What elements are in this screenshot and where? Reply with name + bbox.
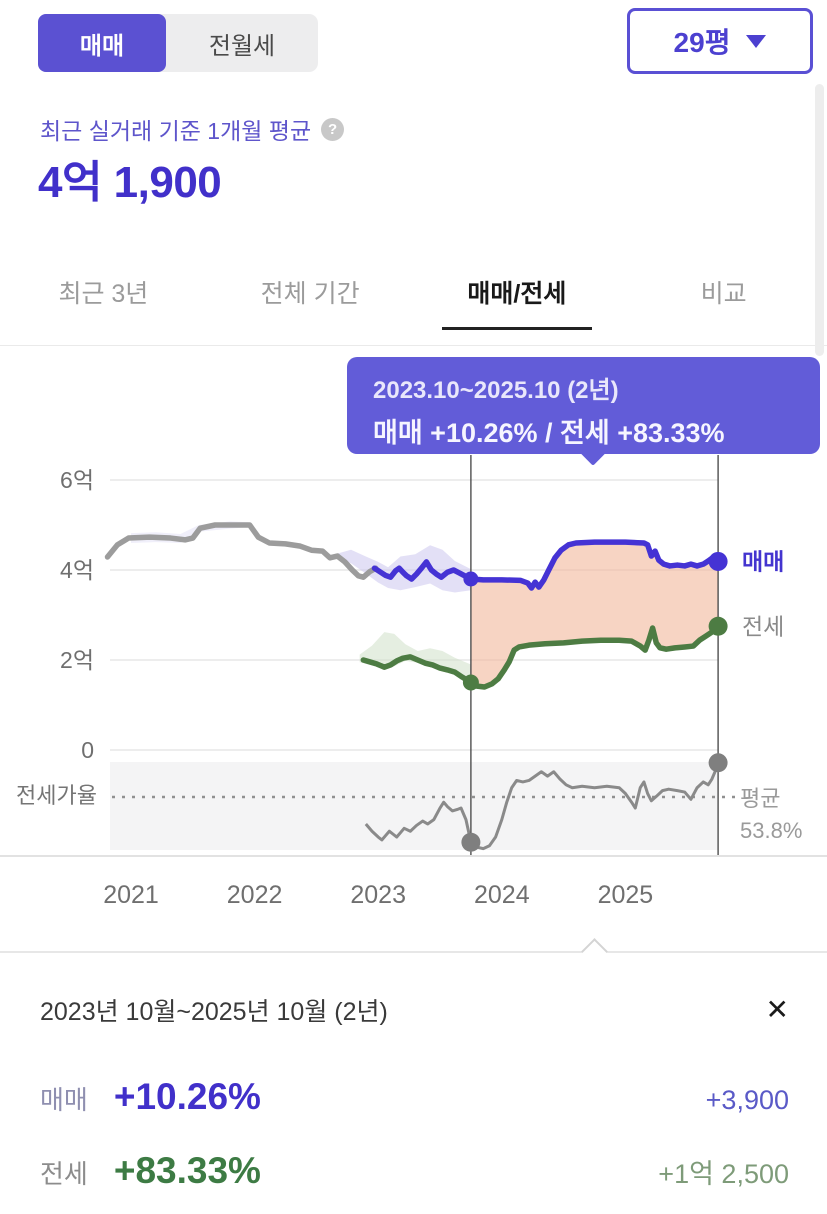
sale-row-label: 매매 xyxy=(40,1085,88,1115)
y-axis-tick-label: 2억 xyxy=(60,647,94,673)
toggle-option-rent[interactable]: 전월세 xyxy=(208,32,276,60)
jeonse-endpoint-dot xyxy=(708,616,728,636)
ratio-band-background xyxy=(110,762,718,850)
summary-panel: 2023년 10월~2025년 10월 (2년) ✕ 매매 +10.26% +3… xyxy=(40,992,789,1192)
summary-panel-divider xyxy=(0,951,827,953)
close-icon[interactable]: ✕ xyxy=(765,994,789,1025)
ratio-line xyxy=(364,762,720,851)
sale-change-percent: +10.26% xyxy=(113,1076,261,1117)
tooltip-change-text: 매매 +10.26% / 전세 +83.33% xyxy=(373,418,725,448)
jeonse-endpoint-dot xyxy=(462,674,479,691)
price-basis-label: 최근 실거래 기준 1개월 평균 xyxy=(40,118,312,144)
legend-jeonse-label: 전세 xyxy=(742,613,784,639)
x-axis-year-label: 2023 xyxy=(350,881,406,909)
y-axis-tick-label: 0 xyxy=(81,737,94,763)
ratio-average-label: 평균 xyxy=(740,786,780,811)
tooltip-range-text: 2023.10~2025.10 (2년) xyxy=(373,377,619,404)
active-tab-underline xyxy=(441,327,592,330)
summary-row-jeonse: 전세 +83.33% +1억 2,500 xyxy=(40,1150,789,1192)
ratio-endpoint-dot xyxy=(461,832,481,852)
sale-endpoint-dot xyxy=(708,551,728,571)
jeonse-change-amount: +1억 2,500 xyxy=(658,1159,789,1189)
help-icon[interactable]: ? xyxy=(321,117,345,141)
y-axis-tick-label: 6억 xyxy=(60,467,94,493)
x-axis-year-label: 2025 xyxy=(598,881,654,909)
summary-row-sale: 매매 +10.26% +3,900 xyxy=(40,1076,789,1118)
toggle-option-sale[interactable]: 매매 xyxy=(38,14,166,72)
x-axis-year-label: 2024 xyxy=(474,881,530,909)
y-axis-tick-label: 4억 xyxy=(60,557,94,583)
tab-recent-3y[interactable]: 최근 3년 xyxy=(58,280,149,308)
ratio-axis-label: 전세가율 xyxy=(16,783,97,808)
sale-jeonse-spread-fill xyxy=(470,542,719,687)
jeonse-change-percent: +83.33% xyxy=(113,1150,261,1191)
sale-endpoint-dot xyxy=(463,571,479,587)
jeonse-row-label: 전세 xyxy=(40,1159,88,1189)
tab-all-period[interactable]: 전체 기간 xyxy=(260,280,360,308)
ratio-average-value: 53.8% xyxy=(740,818,802,843)
range-tooltip: 2023.10~2025.10 (2년) 매매 +10.26% / 전세 +83… xyxy=(347,357,820,454)
tab-sale-jeonse[interactable]: 매매/전세 xyxy=(414,268,621,330)
trade-type-toggle: 매매 전월세 xyxy=(38,14,318,72)
area-size-value: 29평 xyxy=(673,27,731,58)
tab-compare[interactable]: 비교 xyxy=(700,280,747,308)
sale-change-amount: +3,900 xyxy=(705,1085,789,1115)
legend-sale-label: 매매 xyxy=(742,548,784,574)
tabs-divider xyxy=(0,345,827,346)
x-axis-year-label: 2022 xyxy=(227,881,283,909)
sale_history-line xyxy=(104,522,379,580)
ratio-endpoint-dot xyxy=(708,753,728,773)
panel-collapse-chevron-icon[interactable] xyxy=(581,938,608,965)
sale-line xyxy=(371,539,721,591)
x-axis-year-label: 2021 xyxy=(103,881,159,909)
average-price-value: 4억 1,900 xyxy=(38,158,222,207)
jeonse-line xyxy=(360,623,721,690)
price-basis-row: 최근 실거래 기준 1개월 평균 ? xyxy=(40,112,345,146)
summary-title: 2023년 10월~2025년 10월 (2년) xyxy=(40,998,388,1026)
chart-tabs: 최근 3년 전체 기간 매매/전세 비교 xyxy=(0,268,827,330)
chevron-down-icon xyxy=(746,34,767,48)
scrollbar-thumb[interactable] xyxy=(815,84,824,356)
area-size-dropdown[interactable]: 29평 xyxy=(627,8,813,74)
